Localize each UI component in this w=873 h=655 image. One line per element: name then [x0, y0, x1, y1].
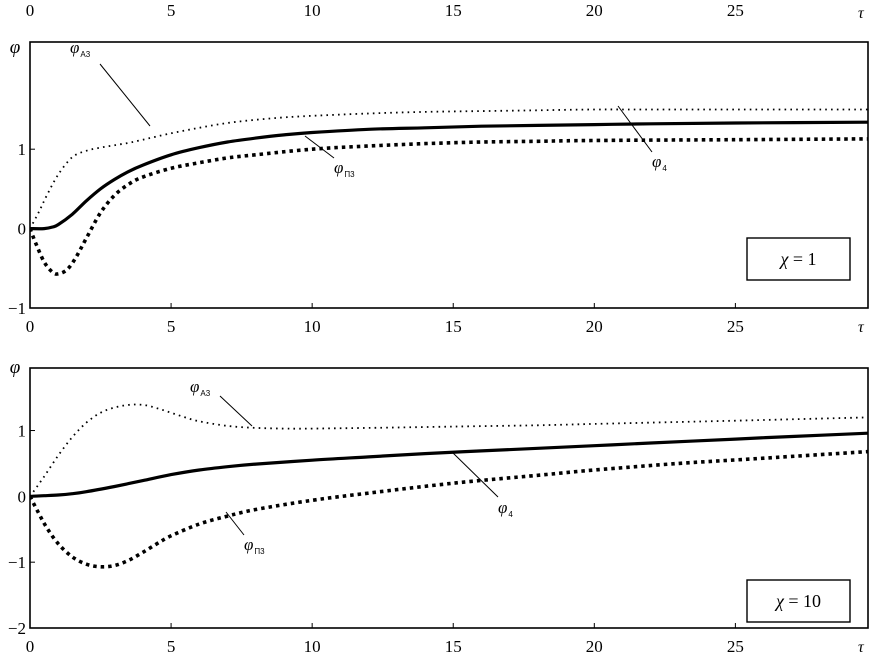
- series-label: φA3: [70, 38, 91, 59]
- y-axis-label: φ: [10, 357, 21, 378]
- series-label-leader: [304, 135, 335, 159]
- series-label-leader: [451, 451, 499, 498]
- x-axis-label: τ: [858, 639, 865, 655]
- x-tick-label: 10: [304, 637, 321, 655]
- x-tick-label: 0: [26, 637, 35, 655]
- series-line-solid: [30, 120, 868, 231]
- series-label: φП3: [244, 535, 265, 556]
- plot-frame: [29, 41, 869, 309]
- x-tick-label: 0: [26, 317, 35, 336]
- parameter-box: [746, 237, 851, 281]
- x-tick-label: 5: [167, 317, 176, 336]
- y-tick-label: 1: [18, 140, 27, 159]
- x-tick-label: 25: [727, 317, 744, 336]
- plot-frame: [29, 367, 869, 629]
- series-line-dotted: [30, 403, 868, 497]
- parameter-box: [746, 579, 851, 623]
- y-tick-label: 0: [18, 487, 27, 506]
- top-tick-label: 15: [445, 1, 462, 20]
- series-label: φП3: [334, 158, 355, 179]
- top-axis: 0 5 10 15 20 25 τ: [26, 1, 865, 22]
- x-tick-label: 20: [586, 637, 603, 655]
- top-tick-label: 20: [586, 1, 603, 20]
- x-tick-label: 15: [445, 317, 462, 336]
- series-label-leader: [219, 395, 253, 427]
- x-axis-label: τ: [858, 319, 865, 336]
- y-tick-label: −1: [8, 553, 26, 572]
- y-tick-label: 1: [18, 422, 27, 441]
- x-tick-label: 5: [167, 637, 176, 655]
- series-label-leader: [99, 63, 151, 127]
- x-tick-label: 20: [586, 317, 603, 336]
- y-tick-label: −1: [8, 299, 26, 318]
- series-line-dashed: [30, 449, 868, 569]
- series-label: φ4: [652, 152, 667, 173]
- series-line-solid: [30, 431, 868, 498]
- x-tick-label: 10: [304, 317, 321, 336]
- x-tick-label: 15: [445, 637, 462, 655]
- series-label-leader: [225, 511, 245, 536]
- top-tick-label: 10: [304, 1, 321, 20]
- series-line-dashed: [30, 137, 868, 276]
- y-tick-label: 0: [18, 220, 27, 239]
- top-tick-label: 25: [727, 1, 744, 20]
- parameter-label: χ = 10: [774, 591, 821, 611]
- top-axis-label: τ: [858, 5, 865, 22]
- series-label: φA3: [190, 377, 211, 398]
- series-label-leader: [617, 105, 653, 153]
- x-tick-label: 25: [727, 637, 744, 655]
- top-tick-label: 0: [26, 1, 35, 20]
- series-line-dotted: [30, 108, 868, 230]
- parameter-label: χ = 1: [778, 249, 816, 269]
- series-label: φ4: [498, 498, 513, 519]
- top-tick-label: 5: [167, 1, 176, 20]
- y-tick-label: −2: [8, 619, 26, 638]
- y-axis-label: φ: [10, 37, 21, 58]
